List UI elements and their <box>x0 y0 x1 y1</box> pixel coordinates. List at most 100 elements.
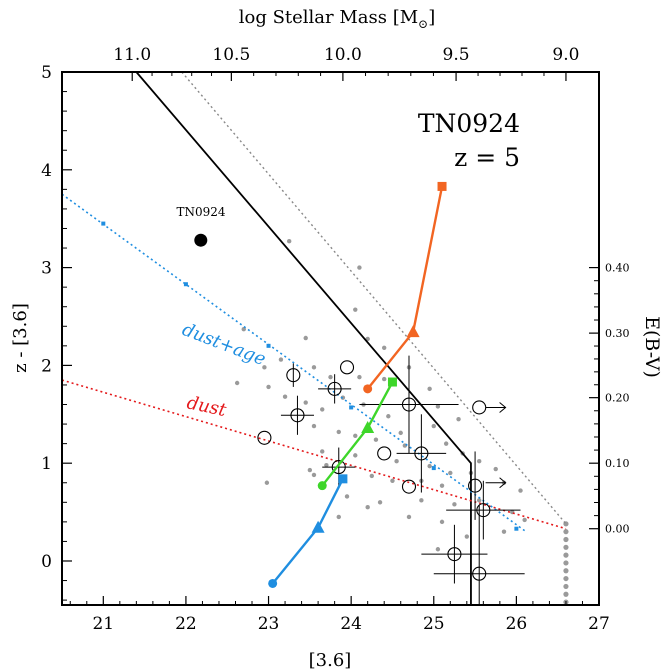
x-tick-label: 21 <box>92 614 114 634</box>
dust-age-marker <box>266 343 271 348</box>
right-tick-label: 0.10 <box>605 457 630 470</box>
gray-point <box>443 441 449 446</box>
y-tick-label: 4 <box>41 161 52 181</box>
open-circle-point <box>331 460 346 475</box>
track-square-marker <box>338 474 348 484</box>
track-line <box>366 186 444 390</box>
gray-point <box>353 307 358 312</box>
top-tick-label: 10.5 <box>212 45 250 65</box>
gray-point <box>427 386 432 392</box>
gray-point <box>382 376 387 382</box>
gray-point <box>522 517 527 523</box>
dust-age-marker <box>349 405 354 410</box>
gray-point <box>311 365 317 370</box>
gray-point <box>390 478 395 483</box>
open-circle-point <box>377 446 392 461</box>
right-tick-label: 0.30 <box>605 327 630 340</box>
open-circle-point <box>339 360 355 375</box>
dust-age-marker <box>183 282 188 287</box>
open-circle-point <box>472 566 487 581</box>
gray-point <box>278 357 284 362</box>
highlight-point <box>194 233 208 247</box>
gray-point <box>435 547 441 552</box>
open-circle-point <box>286 368 301 383</box>
plot-frame <box>61 71 600 606</box>
gray-point <box>266 384 271 390</box>
x-tick-label: 24 <box>340 614 362 634</box>
open-circle-point <box>401 397 417 412</box>
limit-column-point <box>563 575 569 582</box>
gray-point <box>477 498 482 503</box>
right-axis-label: E(B-V) <box>641 316 662 378</box>
gray-point <box>336 514 341 520</box>
gray-point <box>365 505 370 510</box>
gray-point <box>419 498 424 503</box>
gray-point <box>477 459 482 464</box>
gray-point <box>357 265 362 270</box>
y-tick-label: 0 <box>41 552 52 572</box>
gray-point <box>328 374 333 380</box>
gray-point <box>282 394 288 399</box>
limit-column-point <box>563 544 569 550</box>
gray-point <box>377 500 383 505</box>
top-tick-label: 9.0 <box>552 45 579 65</box>
gray-point <box>398 430 403 436</box>
limit-column-point <box>563 536 569 543</box>
right-tick-label: 0.00 <box>605 523 630 536</box>
track-triangle-marker <box>361 420 375 433</box>
top-axis-label-sub: ⊙ <box>418 17 428 31</box>
gray-point <box>336 429 341 435</box>
limit-column-point <box>563 552 569 558</box>
top-axis-label-close: ] <box>428 7 435 28</box>
limit-column-point <box>563 591 569 597</box>
dust-age-marker <box>431 466 436 471</box>
reference-line <box>181 72 567 525</box>
track-circle-marker <box>317 481 327 491</box>
open-circle-point <box>447 547 462 562</box>
selection-cut-line <box>135 72 472 605</box>
gray-point <box>264 480 270 485</box>
limit-column-point <box>563 583 569 590</box>
x-tick-label: 22 <box>175 614 197 634</box>
gray-point <box>357 374 362 380</box>
gray-point <box>307 467 313 473</box>
gray-point <box>431 423 436 429</box>
gray-point <box>311 423 317 429</box>
y-tick-label: 5 <box>41 63 52 83</box>
highlight-label: TN0924 <box>176 205 225 219</box>
dust-age-marker <box>101 221 106 226</box>
gray-point <box>435 404 441 409</box>
gray-point <box>448 470 453 476</box>
chart-title: TN0924 <box>418 109 520 138</box>
gray-point <box>394 459 399 464</box>
track-square-marker <box>387 377 397 387</box>
gray-point <box>439 519 445 525</box>
track-square-marker <box>437 181 447 191</box>
x-axis-label: [3.6] <box>309 650 352 671</box>
gray-point <box>518 488 523 493</box>
gray-point <box>369 473 375 479</box>
right-tick-label: 0.40 <box>605 262 630 275</box>
y-tick-label: 2 <box>41 356 52 376</box>
open-circle-point <box>401 479 417 494</box>
gray-point <box>456 416 461 422</box>
limit-arrow-head <box>499 477 507 489</box>
open-circle-point <box>290 408 305 423</box>
x-tick-label: 27 <box>588 614 610 634</box>
y-axis-label: z - [3.6] <box>10 303 31 373</box>
gray-point <box>382 345 387 350</box>
top-tick-label: 10.0 <box>324 45 362 65</box>
track-triangle-marker <box>311 520 325 533</box>
gray-point <box>427 463 432 469</box>
limit-column-point <box>563 529 569 535</box>
x-tick-label: 26 <box>506 614 528 634</box>
gray-point <box>464 534 470 539</box>
dust-age-marker <box>514 526 519 531</box>
gray-point <box>353 433 358 439</box>
limit-column-point <box>563 568 569 574</box>
gray-point <box>234 380 240 386</box>
open-circle-point <box>327 381 342 396</box>
dust-age-vector-line <box>62 193 526 532</box>
